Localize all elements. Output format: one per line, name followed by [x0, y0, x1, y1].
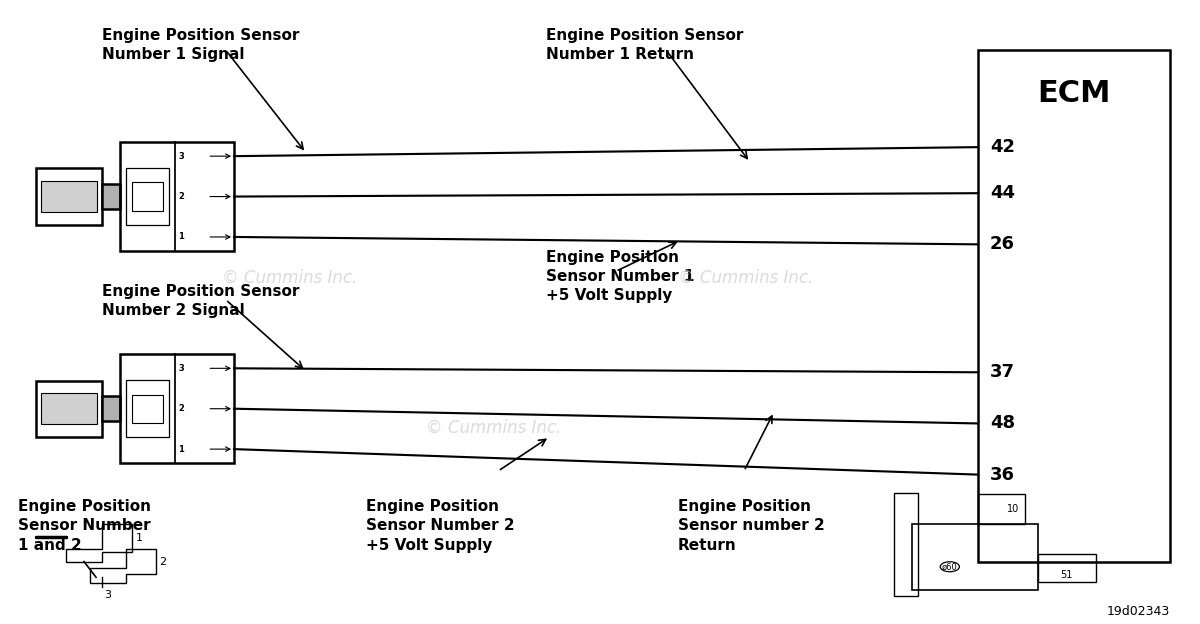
Text: Engine Position Sensor
Number 2 Signal: Engine Position Sensor Number 2 Signal [102, 284, 299, 318]
Text: Engine Position
Sensor Number 1
+5 Volt Supply: Engine Position Sensor Number 1 +5 Volt … [546, 250, 695, 303]
Bar [912, 524, 1038, 590]
Text: 37: 37 [990, 363, 1015, 381]
Text: ECM: ECM [1037, 79, 1111, 108]
Bar [126, 381, 169, 437]
Bar [41, 181, 97, 212]
Bar [41, 393, 97, 424]
Bar [102, 184, 120, 209]
Text: 3: 3 [179, 152, 184, 160]
Text: 3: 3 [179, 364, 184, 373]
Text: 51: 51 [1061, 570, 1073, 580]
Text: Engine Position
Sensor number 2
Return: Engine Position Sensor number 2 Return [678, 499, 824, 553]
Bar [132, 182, 162, 211]
Text: 2: 2 [179, 404, 184, 413]
Text: 44: 44 [990, 184, 1015, 202]
Text: 36: 36 [990, 466, 1015, 484]
Text: Engine Position Sensor
Number 1 Signal: Engine Position Sensor Number 1 Signal [102, 28, 299, 62]
Bar [978, 494, 1026, 524]
Text: 26: 26 [990, 235, 1015, 253]
Text: Engine Position
Sensor Number
1 and 2: Engine Position Sensor Number 1 and 2 [18, 499, 151, 553]
Bar [132, 394, 162, 423]
Text: 1: 1 [179, 233, 184, 241]
Text: 2: 2 [179, 192, 184, 201]
Bar [894, 493, 918, 596]
Bar [102, 396, 120, 421]
Bar [126, 168, 169, 225]
Text: 48: 48 [990, 414, 1015, 432]
Bar [36, 381, 102, 437]
Text: 19d02343: 19d02343 [1106, 605, 1170, 618]
Text: ø60: ø60 [942, 562, 958, 571]
Bar [36, 168, 102, 225]
Text: 42: 42 [990, 138, 1015, 156]
Text: 10: 10 [1007, 504, 1020, 514]
Bar [120, 142, 234, 251]
Bar [978, 50, 1170, 562]
Text: 1: 1 [179, 445, 184, 454]
Text: © Cummins Inc.: © Cummins Inc. [678, 269, 814, 286]
Text: Engine Position
Sensor Number 2
+5 Volt Supply: Engine Position Sensor Number 2 +5 Volt … [366, 499, 515, 553]
Text: 1: 1 [136, 533, 143, 543]
Text: 3: 3 [104, 590, 112, 600]
Text: © Cummins Inc.: © Cummins Inc. [426, 419, 562, 436]
Text: © Cummins Inc.: © Cummins Inc. [222, 269, 358, 286]
Bar [1038, 554, 1096, 582]
Text: 2: 2 [160, 557, 167, 567]
Bar [120, 354, 234, 463]
Text: Engine Position Sensor
Number 1 Return: Engine Position Sensor Number 1 Return [546, 28, 743, 62]
